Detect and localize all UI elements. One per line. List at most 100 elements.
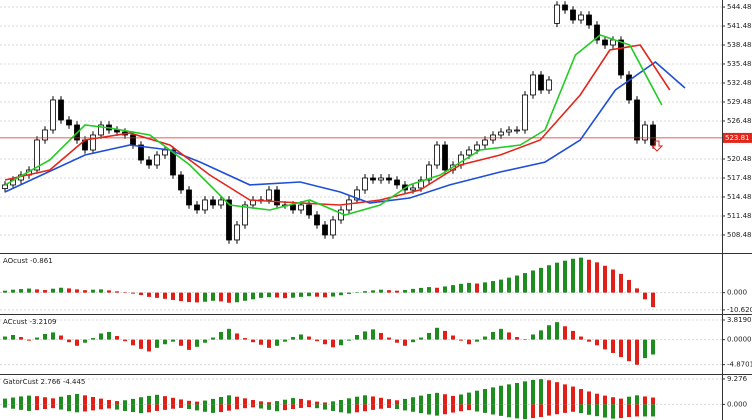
candle-body [234,224,240,241]
histogram-bar [547,404,551,416]
histogram-bar [299,292,303,297]
y-tick-label: 0.0000 [727,336,752,344]
histogram-bar [11,397,15,405]
panel-title: AOcust -0.861 [3,257,53,265]
histogram-bar [283,339,287,342]
histogram-bar [115,401,119,405]
histogram-bar [315,292,319,297]
histogram-bar [211,337,215,340]
histogram-bar [259,292,263,298]
histogram-bar [203,400,207,405]
candle-body [482,139,488,146]
histogram-bar [155,292,159,298]
candle-body [34,139,40,171]
histogram-bar [331,292,335,297]
histogram-bar [51,332,55,340]
histogram-bar [491,331,495,340]
candle-body [2,184,8,190]
histogram-bar [603,404,607,418]
histogram-bar [515,275,519,293]
histogram-bar [515,404,519,419]
histogram-bar [267,339,271,348]
histogram-bar [587,391,591,405]
histogram-bar [267,292,271,298]
histogram-bar [475,390,479,405]
candle-body [426,164,432,181]
candle-body [42,129,48,141]
histogram-bar [507,332,511,340]
histogram-bar [403,404,407,411]
histogram-bar [235,292,239,303]
histogram-bar [419,337,423,340]
histogram-bar [331,339,335,348]
histogram-bar [83,395,87,405]
candle-body [562,4,568,11]
histogram-bar [467,339,471,345]
histogram-bar [627,279,631,293]
histogram-bar [299,398,303,405]
histogram-bar [315,401,319,405]
histogram-bar [411,288,415,293]
histogram-bar [339,292,343,296]
histogram-bar [387,399,391,405]
histogram-bar [187,400,191,405]
candle-body [634,99,640,141]
histogram-bar [83,404,87,412]
candle-body [138,144,144,161]
histogram-bar [531,404,535,419]
histogram-bar [259,339,263,345]
histogram-bar [187,339,191,350]
y-tick-label: 0.000 [727,400,747,408]
histogram-bar [643,404,647,417]
candle-body [362,177,368,191]
histogram-bar [259,404,263,409]
histogram-bar [323,292,327,298]
y-tick-label: 532.48 [727,79,752,87]
histogram-bar [251,399,255,405]
histogram-bar [67,339,71,343]
histogram-bar [283,399,287,405]
histogram-bar [275,292,279,298]
histogram-bar [131,292,135,294]
histogram-bar [147,339,151,352]
candle-body [578,14,584,21]
histogram-bar [179,292,183,302]
candle-body [98,124,104,136]
histogram-bar [563,404,567,413]
histogram-bar [275,404,279,412]
y-tick-label: 9.276 [727,375,748,383]
histogram-bar [363,331,367,340]
histogram-bar [387,404,391,408]
histogram-bar [603,339,607,350]
histogram-bar [307,292,311,297]
candle-body [514,129,520,132]
histogram-bar [155,394,159,405]
histogram-bar [459,283,463,293]
histogram-bar [611,397,615,405]
histogram-bar [51,404,55,409]
histogram-bar [339,339,343,346]
histogram-bar [387,290,391,293]
histogram-bar [411,404,415,412]
candle-body [314,214,320,226]
histogram-bar [451,404,455,413]
histogram-bar [571,404,575,412]
histogram-bar [171,339,175,342]
histogram-bar [467,282,471,293]
histogram-bar [107,290,111,293]
histogram-bar [419,404,423,414]
histogram-bar [603,265,607,293]
candle-body [226,199,232,241]
histogram-bar [99,333,103,340]
histogram-bar [27,404,31,411]
candle-body [418,179,424,189]
histogram-bar [651,339,655,355]
histogram-bar [443,286,447,293]
histogram-bar [611,339,615,353]
histogram-bar [355,335,359,340]
candle-body [386,177,392,181]
histogram-bar [99,289,103,293]
indicator-line [4,60,686,204]
histogram-bar [499,404,503,416]
